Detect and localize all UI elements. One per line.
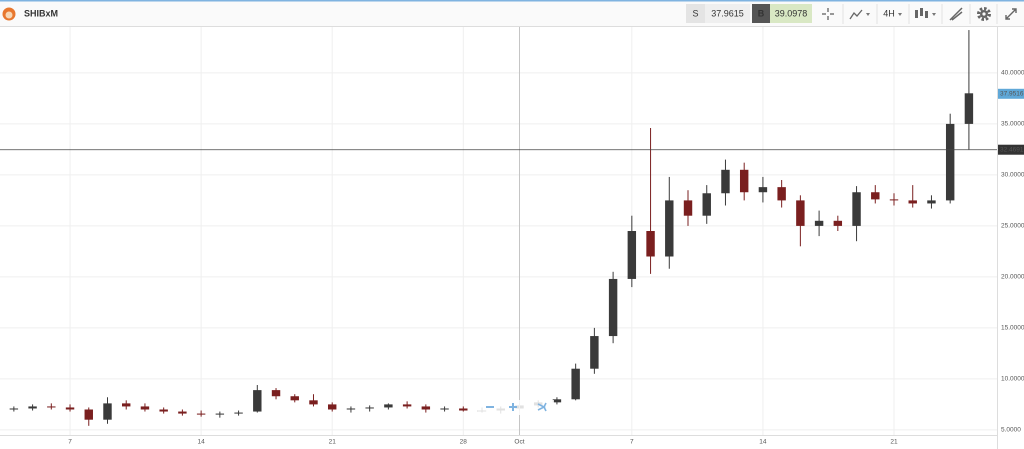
crosshair-tool[interactable] — [822, 8, 834, 20]
candle-body — [665, 200, 674, 257]
candle-tool[interactable] — [915, 8, 928, 18]
candle-body — [178, 411, 187, 414]
candle-body — [440, 408, 449, 410]
fullscreen-button[interactable] — [1005, 8, 1017, 20]
x-tick-label: 21 — [890, 439, 898, 446]
y-tick-label: 15.0000 — [1001, 325, 1024, 332]
timeframe[interactable]: 4H — [883, 8, 895, 18]
top-border — [0, 0, 1024, 2]
candle-body — [271, 390, 281, 397]
sell-box[interactable] — [686, 4, 705, 23]
y-tick-label: 25.0000 — [1001, 223, 1024, 230]
candle-body — [552, 399, 562, 403]
candle-body — [590, 336, 599, 369]
candle-body — [47, 406, 56, 408]
dropdown-arrow[interactable] — [866, 13, 870, 16]
candle-body — [852, 192, 861, 226]
candle-body — [196, 413, 206, 415]
buy-price-box[interactable] — [770, 4, 812, 23]
candle-body — [159, 409, 168, 412]
x-tick-label: 14 — [759, 439, 767, 446]
y-tick-label: 5.0000 — [1001, 427, 1021, 434]
symbol-icon-face — [5, 11, 13, 19]
symbol-name[interactable]: SHIBxM — [24, 8, 58, 18]
candle-body — [739, 169, 749, 193]
candle-body — [777, 187, 786, 201]
y-tick-label: 30.0000 — [1001, 172, 1024, 179]
buy-label[interactable]: B — [758, 8, 765, 18]
last-price-box — [998, 88, 1024, 99]
candle-body — [964, 93, 974, 124]
x-tick-label: Oct — [514, 439, 524, 446]
candle-body — [421, 406, 431, 410]
chart-type-tool[interactable] — [849, 9, 863, 20]
draw-tool[interactable] — [949, 7, 963, 21]
buy-box[interactable] — [752, 4, 770, 23]
reset-zoom[interactable] — [537, 402, 547, 412]
candle-body — [571, 368, 580, 400]
last-price-label: 37.9516 — [1000, 91, 1024, 98]
candle-body — [608, 278, 618, 337]
candle-body — [945, 123, 955, 201]
candle-body — [833, 220, 843, 226]
zoom-in[interactable] — [509, 403, 517, 411]
dropdown-arrow[interactable] — [898, 13, 902, 16]
x-tick-label: 7 — [68, 439, 72, 446]
candle-body — [402, 404, 412, 407]
candle-body — [365, 407, 374, 409]
settings-button[interactable] — [977, 7, 991, 21]
buy-price[interactable]: 39.0978 — [775, 8, 808, 18]
candle-body — [459, 408, 468, 411]
candle-body — [103, 403, 112, 420]
x-tick-label: 7 — [630, 439, 634, 446]
candle-body — [346, 408, 356, 410]
x-tick-label: 14 — [198, 439, 206, 446]
y-tick-label: 20.0000 — [1001, 274, 1024, 281]
candle-body — [627, 231, 637, 279]
candle-body — [927, 200, 936, 204]
candle-body — [122, 403, 131, 407]
candle-body — [814, 220, 824, 226]
candle-body — [683, 200, 693, 216]
candle-body — [65, 407, 75, 410]
candle-body — [908, 200, 917, 204]
candle-body — [702, 193, 711, 216]
x-tick-label: 28 — [460, 439, 468, 446]
candle-body — [327, 404, 337, 410]
crosshair-price-box — [998, 144, 1024, 155]
x-tick-label: 21 — [329, 439, 337, 446]
candle-body — [646, 231, 655, 257]
candle-body — [234, 412, 243, 414]
sell-price[interactable]: 37.9615 — [711, 8, 744, 18]
zoom-controls — [478, 400, 554, 415]
candle-body — [889, 199, 899, 201]
candle-body — [721, 169, 730, 194]
candle-body — [84, 409, 93, 420]
y-tick-label: 40.0000 — [1001, 70, 1024, 77]
candle-body — [215, 413, 225, 415]
dropdown-arrow[interactable] — [932, 13, 936, 16]
candle-body — [28, 406, 37, 409]
candle-body — [140, 406, 150, 410]
plot: 5.0000 10.0000 15.0000 20.0000 25.0000 30.000… — [0, 27, 1024, 446]
candle-body — [384, 404, 393, 408]
candle-body — [253, 390, 262, 412]
settings-icon-hole — [982, 12, 986, 16]
crosshair-price-label: 32.4691 — [1000, 146, 1024, 153]
y-tick-label: 35.0000 — [1001, 121, 1024, 128]
y-tick-label: 10.0000 — [1001, 376, 1024, 383]
candle-body — [9, 408, 19, 410]
candle-body — [758, 187, 768, 193]
candle-body — [309, 400, 318, 405]
candle-body — [871, 192, 880, 200]
toolbar-bg — [0, 1, 1024, 27]
candle-body — [290, 396, 299, 401]
sell-price-box[interactable] — [705, 4, 750, 23]
candle-body — [796, 200, 805, 226]
toolbar: SHIBxM S 37.9615 B 39.0978 4H — [0, 0, 1024, 27]
sell-label[interactable]: S — [692, 8, 698, 18]
